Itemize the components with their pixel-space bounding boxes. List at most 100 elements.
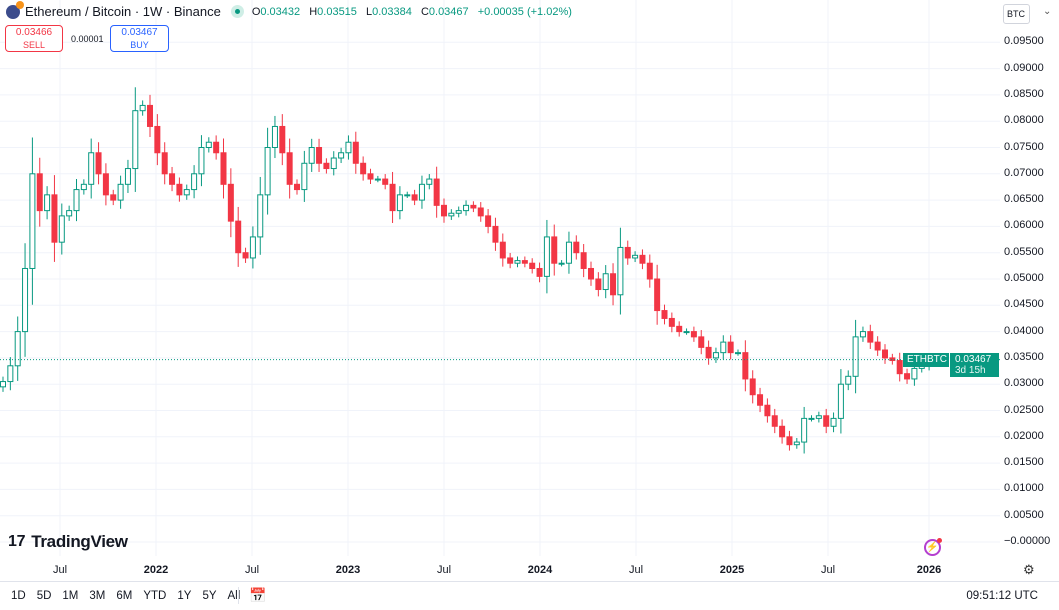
price-tick-label: 0.04500 <box>1004 298 1044 311</box>
candle-body <box>477 207 484 217</box>
range-all[interactable]: All <box>227 590 241 602</box>
tradingview-logo[interactable]: 17 TradingView <box>8 532 128 551</box>
candle-body <box>257 194 264 238</box>
divider <box>0 581 1059 582</box>
range-3m[interactable]: 3M <box>89 590 106 602</box>
candle-body <box>588 267 594 280</box>
candle-body <box>316 147 323 164</box>
candle-body <box>485 215 492 227</box>
candle-body <box>367 173 374 180</box>
settings-gear-icon[interactable]: ⚙ <box>1023 562 1035 577</box>
candle-body <box>690 331 697 338</box>
currency-select[interactable]: BTC <box>1003 4 1030 24</box>
range-1y[interactable]: 1Y <box>177 590 192 602</box>
candle-body <box>712 352 719 359</box>
range-ytd[interactable]: YTD <box>143 590 167 602</box>
price-tick-label: −0.00000 <box>1004 535 1051 547</box>
candle-body <box>330 157 337 170</box>
candle-body <box>110 194 117 201</box>
candle-body <box>749 378 756 396</box>
candle-body <box>389 183 396 212</box>
candle-body <box>279 125 286 154</box>
price-tick-label: 0.07500 <box>1004 140 1044 153</box>
candle-body <box>771 415 778 427</box>
candle-body <box>727 341 734 354</box>
candle-body <box>418 183 425 201</box>
candle-body <box>51 194 58 243</box>
range-selector: 1D 5D 1M 3M 6M YTD 1Y 5Y All <box>11 590 251 602</box>
range-1d[interactable]: 1D <box>11 590 26 602</box>
range-1m[interactable]: 1M <box>62 590 79 602</box>
candle-body <box>124 168 131 185</box>
price-tick-label: 0.05500 <box>1004 245 1044 258</box>
candle-body <box>169 173 176 185</box>
time-tick-label: Jul <box>820 564 836 576</box>
candle-body <box>220 152 227 185</box>
candle-body <box>837 383 844 419</box>
candle-body <box>338 152 345 159</box>
candle-body <box>852 336 859 377</box>
price-tick-label: 0.01000 <box>1004 482 1044 495</box>
candle-body <box>117 183 124 201</box>
candle-body <box>558 262 565 265</box>
candle-body <box>308 147 315 164</box>
candle-body <box>551 236 558 264</box>
candle-body <box>801 417 808 443</box>
candle-body <box>661 310 668 319</box>
candle-body <box>360 162 367 175</box>
range-5d[interactable]: 5D <box>36 590 52 602</box>
time-tick-label: 2022 <box>143 564 169 576</box>
chevron-down-icon[interactable]: ⌄ <box>1043 6 1052 17</box>
price-tick-label: 0.02500 <box>1004 403 1044 416</box>
candle-body <box>808 417 815 420</box>
candle-body <box>705 346 712 359</box>
candle-body <box>205 141 212 149</box>
candle-body <box>463 204 470 212</box>
lightning-icon[interactable]: ⚡ <box>924 538 942 556</box>
candle-body <box>786 436 793 446</box>
candle-body <box>632 254 639 259</box>
price-tick-label: 0.01500 <box>1004 456 1044 469</box>
candle-body <box>183 189 190 196</box>
candle-body <box>227 183 234 222</box>
candle-body <box>720 341 727 354</box>
candle-body <box>646 262 653 280</box>
candle-body <box>44 194 51 212</box>
candle-body <box>235 220 242 254</box>
sell-button[interactable]: 0.03466 SELL <box>5 25 63 52</box>
candle-body <box>793 441 800 446</box>
candle-body <box>213 141 220 154</box>
candle-body <box>610 273 617 296</box>
candle-body <box>242 252 249 259</box>
buy-button[interactable]: 0.03467 BUY <box>110 25 169 52</box>
time-tick-label: 2026 <box>916 564 942 576</box>
candle-body <box>507 257 514 264</box>
candle-body <box>830 417 837 427</box>
time-tick-label: Jul <box>244 564 260 576</box>
candle-body <box>492 225 499 243</box>
symbol-title[interactable]: Ethereum / Bitcoin · 1W · Binance <box>25 4 221 19</box>
price-tick-label: 0.09500 <box>1004 35 1044 48</box>
candle-body <box>499 241 506 259</box>
candle-body <box>191 173 198 191</box>
candle-body <box>374 178 381 181</box>
range-6m[interactable]: 6M <box>116 590 133 602</box>
candlestick-chart[interactable] <box>0 0 1000 556</box>
candle-body <box>433 178 440 206</box>
candle-body <box>742 352 749 380</box>
candle-body <box>595 278 602 291</box>
candle-body <box>264 147 271 196</box>
go-to-date-calendar-icon[interactable]: 📅 <box>249 587 267 603</box>
candle-body <box>617 246 624 296</box>
time-tick-label: Jul <box>52 564 68 576</box>
candle-body <box>455 210 462 214</box>
candle-body <box>698 336 705 348</box>
candle-body <box>536 267 543 277</box>
candle-body <box>639 254 646 264</box>
candle-body <box>911 367 918 380</box>
clock[interactable]: 09:51:12 UTC <box>966 590 1038 602</box>
range-5y[interactable]: 5Y <box>202 590 217 602</box>
candle-body <box>654 278 661 312</box>
candle-body <box>404 194 411 197</box>
candle-body <box>529 262 536 269</box>
